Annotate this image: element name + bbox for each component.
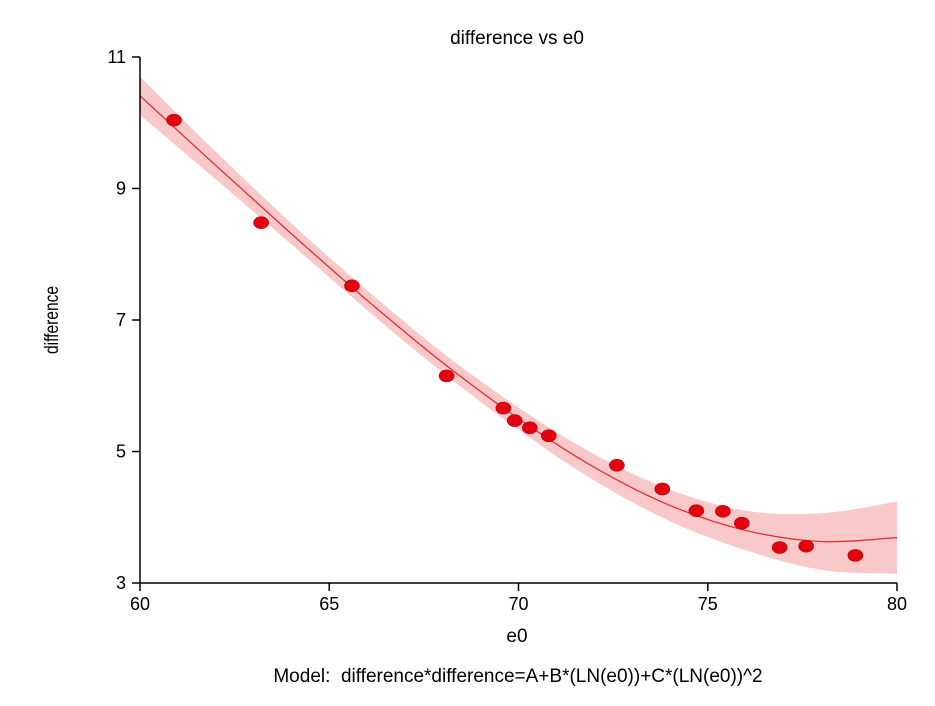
x-axis: 60 65 70 75 80 xyxy=(130,582,907,614)
y-axis: 3 5 7 9 11 xyxy=(107,47,141,593)
y-axis-label: difference xyxy=(41,286,63,354)
x-tick-label: 75 xyxy=(698,594,718,614)
data-point xyxy=(609,459,625,472)
data-point xyxy=(522,421,538,435)
data-point xyxy=(798,539,814,553)
data-point xyxy=(540,429,557,443)
model-caption: Model: difference*difference=A+B*(LN(e0)… xyxy=(273,666,762,687)
fit-curve xyxy=(139,95,898,543)
y-tick-label: 11 xyxy=(107,47,126,67)
data-point xyxy=(715,505,731,518)
data-point xyxy=(847,549,864,562)
data-point xyxy=(506,414,523,427)
data-point xyxy=(344,279,360,293)
data-point xyxy=(166,113,182,127)
x-tick-label: 65 xyxy=(319,594,339,614)
y-tick-label: 9 xyxy=(116,179,126,199)
fit-curve-layer xyxy=(139,95,898,543)
x-tick-label: 70 xyxy=(508,594,528,614)
data-point xyxy=(438,369,455,383)
y-tick-label: 5 xyxy=(116,442,126,462)
confidence-band xyxy=(140,76,897,574)
chart-title: difference vs e0 xyxy=(450,28,584,49)
confidence-band-layer xyxy=(140,76,897,574)
y-tick-label: 3 xyxy=(116,573,126,593)
x-tick-label: 60 xyxy=(130,594,150,614)
data-point xyxy=(688,504,705,517)
data-point xyxy=(495,401,512,415)
data-points-layer xyxy=(166,113,864,562)
data-point xyxy=(253,216,269,229)
data-point xyxy=(771,541,788,554)
data-point xyxy=(734,516,750,530)
y-tick-label: 7 xyxy=(116,310,126,330)
x-tick-label: 80 xyxy=(887,594,907,614)
x-axis-label: e0 xyxy=(506,626,527,647)
data-point xyxy=(654,482,671,496)
